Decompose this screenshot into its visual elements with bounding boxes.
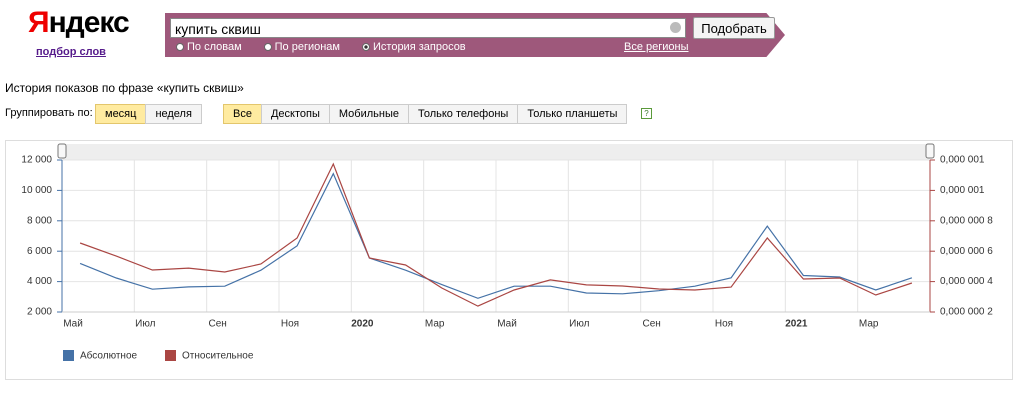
y2-tick-label: 0,000 001 <box>940 155 985 166</box>
mode-label[interactable]: По словам <box>187 41 242 53</box>
legend-swatch <box>165 350 176 361</box>
series-line <box>79 162 913 307</box>
mode-radios: По словам По регионам История запросов <box>176 41 466 53</box>
scroller-handle <box>925 143 935 159</box>
x-tick-label: Мар <box>425 319 445 330</box>
clear-icon[interactable] <box>670 22 681 33</box>
help-icon[interactable]: ? <box>641 108 652 119</box>
x-tick-label: 2020 <box>351 319 374 330</box>
y2-tick-label: 0,000 000 8 <box>940 215 993 226</box>
submit-button[interactable]: Подобрать <box>693 17 775 39</box>
toggle-button[interactable]: месяц <box>95 104 147 124</box>
toggle-button[interactable]: Все <box>223 104 262 124</box>
regions-link[interactable]: Все регионы <box>624 41 689 53</box>
toggle-button[interactable]: Только планшеты <box>517 104 628 124</box>
y2-tick-label: 0,000 000 6 <box>940 246 993 257</box>
grouping-buttons: месяц неделя <box>95 104 202 124</box>
x-tick-label: 2021 <box>785 319 808 330</box>
legend-label: Абсолютное <box>80 350 138 362</box>
x-tick-label: Май <box>63 319 83 330</box>
radio[interactable] <box>362 43 370 51</box>
y-tick-label: 4 000 <box>27 276 52 287</box>
search-input[interactable]: купить сквиш <box>170 18 686 38</box>
series-line <box>79 172 913 299</box>
toggle-button[interactable]: Десктопы <box>260 104 330 124</box>
logo-link[interactable]: подбор слов <box>36 46 106 58</box>
legend-swatch <box>63 350 74 361</box>
x-tick-label: Ноя <box>715 319 733 330</box>
x-tick-label: Июл <box>569 319 589 330</box>
y-tick-label: 6 000 <box>27 246 52 257</box>
y-tick-label: 8 000 <box>27 215 52 226</box>
x-tick-label: Сен <box>643 319 661 330</box>
mode-label[interactable]: По регионам <box>274 41 340 53</box>
device-buttons: Все Десктопы Мобильные Только телефоны Тольк… <box>223 104 628 124</box>
scroller-band <box>62 144 930 160</box>
y2-tick-label: 0,000 001 <box>940 185 985 196</box>
y-tick-label: 2 000 <box>27 307 52 318</box>
scroller-handle <box>57 143 67 159</box>
y2-tick-label: 0,000 000 2 <box>940 307 993 318</box>
page-title: История показов по фразе «купить сквиш» <box>5 81 244 95</box>
x-tick-label: Ноя <box>281 319 299 330</box>
logo[interactable]: Яндекс <box>28 6 130 39</box>
radio[interactable] <box>176 43 184 51</box>
legend-label: Относительное <box>182 351 254 362</box>
radio[interactable] <box>263 43 272 51</box>
toggle-button[interactable]: Мобильные <box>328 104 409 124</box>
y2-tick-label: 0,000 000 4 <box>940 276 993 287</box>
mode-option[interactable]: История запросов <box>362 41 466 53</box>
mode-option[interactable]: По регионам <box>263 41 340 53</box>
x-tick-label: Июл <box>135 319 155 330</box>
toggle-button[interactable]: неделя <box>145 104 202 124</box>
mode-option[interactable]: По словам <box>176 41 242 53</box>
grouping-label: Группировать по: <box>5 107 93 119</box>
x-tick-label: Сен <box>209 319 227 330</box>
x-tick-label: Мар <box>859 319 879 330</box>
chart-frame <box>5 140 1013 380</box>
y-tick-label: 10 000 <box>21 185 52 196</box>
toggle-button[interactable]: Только телефоны <box>407 104 519 124</box>
x-tick-label: Май <box>497 319 517 330</box>
chart: 2 000 4 000 6 000 8 000 10 000 12 000 0,000 00… <box>21 143 993 362</box>
y-tick-label: 12 000 <box>21 155 52 166</box>
mode-label[interactable]: История запросов <box>373 41 466 53</box>
